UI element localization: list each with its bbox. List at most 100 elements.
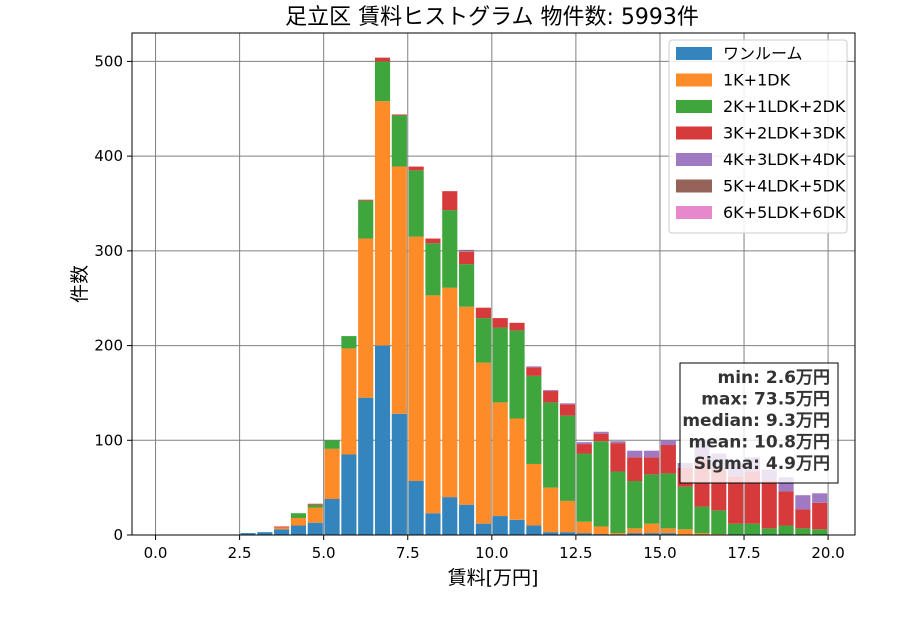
bar-segment (677, 529, 693, 535)
bar-segment (576, 442, 592, 445)
bar-segment (795, 528, 811, 535)
bar-segment (408, 170, 424, 237)
bar-segment (459, 504, 475, 535)
bar-segment (391, 413, 407, 535)
bar-segment (358, 238, 374, 398)
x-tick-label: 2.5 (228, 544, 252, 562)
bar-segment (744, 523, 761, 535)
bar-segment (559, 532, 576, 535)
bar-segment (526, 366, 542, 368)
legend-swatch (676, 126, 712, 140)
bar-segment (290, 513, 307, 518)
stats-box-frame (679, 362, 839, 484)
bar-segment (492, 402, 508, 517)
bar-segment (509, 322, 525, 331)
bar-segment (795, 509, 811, 529)
bar-segment (543, 390, 559, 392)
bar-segment (694, 506, 710, 534)
stats-line: min: 2.6万円 (718, 368, 830, 388)
bar-segment (543, 487, 559, 533)
legend-swatch (676, 153, 712, 166)
bar-segment (425, 238, 441, 244)
bar-segment (374, 345, 391, 535)
bar-segment (812, 529, 828, 535)
bar-segment (442, 191, 458, 211)
bar-segment (559, 404, 576, 416)
bar-segment (643, 533, 660, 535)
bar-segment (358, 200, 374, 239)
y-ticks: 0 100 200 300 400 500 (94, 52, 132, 544)
bar-segment (677, 486, 693, 530)
x-ticks: 0.0 2.5 5.0 7.5 10.0 12.5 15.0 17.5 20.0 (144, 535, 845, 562)
y-tick-label: 0 (113, 526, 123, 544)
bar-segment (660, 473, 676, 529)
x-tick-label: 20.0 (811, 544, 844, 562)
bar-segment (307, 503, 323, 505)
bar-segment (627, 528, 643, 534)
bar-segment (257, 532, 273, 535)
bar-segment (795, 495, 811, 510)
bar-segment (627, 481, 643, 529)
bar-segment (459, 249, 475, 251)
bar-segment (576, 444, 592, 454)
bar-segment (543, 402, 559, 488)
x-tick-label: 12.5 (559, 544, 592, 562)
bar-segment (576, 453, 592, 522)
stats-line: Sigma: 4.9万円 (694, 454, 830, 474)
bar-segment (240, 533, 256, 535)
legend-label: 6K+5LDK+6DK (723, 203, 846, 222)
bar-segment (643, 450, 660, 458)
y-tick-label: 200 (94, 337, 123, 355)
bar-segment (610, 533, 626, 535)
bar-segment (442, 497, 458, 535)
bar-segment (559, 415, 576, 501)
y-tick-label: 300 (94, 242, 123, 260)
bar-segment (728, 476, 744, 524)
bar-segment (543, 391, 559, 403)
bar-segment (778, 525, 794, 535)
legend-swatch (676, 47, 712, 60)
plot-frame (131, 32, 856, 536)
bar-segment (627, 457, 643, 482)
bar-segment (307, 504, 323, 508)
bar-segment (778, 491, 794, 526)
bar-segment (509, 519, 525, 535)
bar-segment (459, 250, 475, 252)
bar-segment (307, 522, 323, 535)
y-tick-label: 500 (94, 52, 123, 70)
bar-segment (408, 166, 424, 171)
bar-segment (307, 507, 323, 523)
bar-segment (290, 517, 307, 526)
x-tick-label: 7.5 (396, 544, 420, 562)
bar-segment (593, 526, 609, 535)
x-axis-label: 賃料[万円] (448, 567, 539, 589)
bar-segment (459, 251, 475, 265)
bar-segment (812, 493, 828, 503)
bar-segment (358, 397, 374, 535)
bar-segment (492, 327, 508, 403)
y-tick-label: 400 (94, 147, 123, 165)
legend: ワンルーム 1K+1DK 2K+1LDK+2DK 3K+2LDK+3DK 4K+3LDK… (668, 39, 848, 234)
y-axis-label: 件数 (69, 265, 91, 303)
bar-segment (459, 306, 475, 505)
legend-swatch (676, 73, 712, 87)
x-tick-label: 10.0 (475, 544, 508, 562)
bar-segment (610, 443, 626, 472)
bar-segment (761, 481, 777, 529)
bar-segment (576, 521, 592, 534)
bar-segment (408, 236, 424, 482)
bar-segment (290, 525, 307, 535)
bar-segment (812, 502, 828, 530)
bar-segment (509, 418, 525, 520)
bar-segment (391, 166, 407, 414)
bar-segment (643, 457, 660, 475)
bar-segment (526, 463, 542, 526)
chart-title: 足立区 賃料ヒストグラム 物件数: 5993件 (285, 5, 699, 30)
bar-segment (593, 441, 609, 527)
bar-segment (442, 210, 458, 288)
bar-segment (627, 533, 643, 535)
bar-segment (324, 499, 340, 535)
bar-segment (543, 532, 559, 535)
legend-swatch (676, 206, 712, 219)
